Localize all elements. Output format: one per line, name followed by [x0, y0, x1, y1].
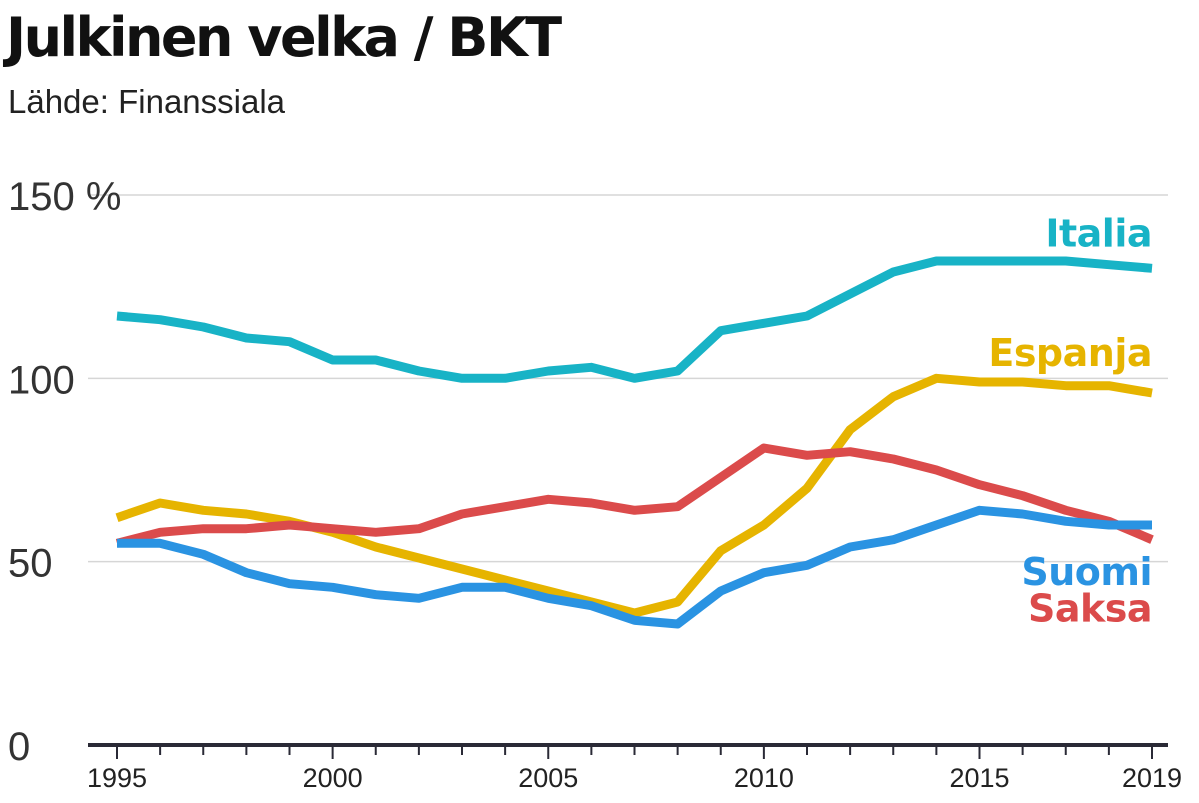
- series-line-saksa: [115, 443, 1154, 548]
- chart-source: Lähde: Finanssiala: [8, 83, 286, 120]
- y-tick-label-150: 150 %: [8, 175, 121, 219]
- y-tick-label-0: 0: [8, 725, 30, 769]
- x-tick-label-2010: 2010: [734, 763, 794, 793]
- x-axis: [88, 743, 1168, 759]
- x-tick-label-2019: 2019: [1122, 763, 1182, 793]
- x-tick-label-2005: 2005: [518, 763, 578, 793]
- x-tick-label-2015: 2015: [949, 763, 1009, 793]
- series-lines: [115, 256, 1154, 629]
- x-tick-label-2000: 2000: [303, 763, 363, 793]
- y-tick-label-100: 100: [8, 358, 75, 402]
- y-axis-tick-labels: 0 50 100 150 %: [8, 175, 121, 769]
- x-axis-tick-labels: 1995 2000 2005 2010 2015 2019: [87, 763, 1182, 793]
- series-label-espanja: Espanja: [988, 331, 1152, 375]
- series-label-suomi: Suomi: [1021, 550, 1152, 594]
- series-line-italia: [116, 256, 1153, 383]
- chart-title: Julkinen velka / BKT: [6, 6, 562, 69]
- series-label-saksa: Saksa: [1028, 587, 1152, 631]
- x-tick-label-1995: 1995: [87, 763, 147, 793]
- series-line-suomi: [117, 505, 1152, 629]
- series-label-italia: Italia: [1045, 211, 1152, 255]
- y-tick-label-50: 50: [8, 542, 53, 586]
